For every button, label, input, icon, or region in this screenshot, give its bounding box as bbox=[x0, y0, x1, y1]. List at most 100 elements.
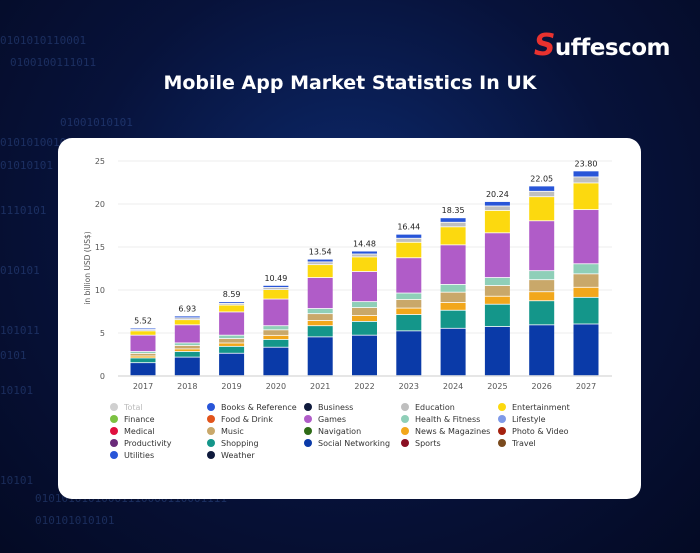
legend-label: Utilities bbox=[124, 450, 155, 460]
bar-segment-books-reference bbox=[529, 186, 555, 191]
bar-segment-music bbox=[484, 285, 510, 296]
x-tick-label: 2025 bbox=[487, 382, 507, 391]
legend-marker-icon bbox=[498, 439, 506, 447]
legend-item[interactable]: Medical bbox=[110, 425, 207, 437]
bar-segment-books-reference bbox=[396, 234, 422, 238]
bar-segment-music bbox=[130, 353, 156, 356]
bar-segment-entertainment bbox=[219, 305, 245, 312]
legend-label: Productivity bbox=[124, 438, 172, 448]
legend-item[interactable]: Productivity bbox=[110, 437, 207, 449]
bar-segment-books-reference bbox=[307, 259, 333, 262]
legend-item[interactable]: Health & Fitness bbox=[401, 413, 498, 425]
bar-segment-social-networking bbox=[352, 335, 377, 376]
x-tick-label: 2026 bbox=[532, 382, 552, 391]
legend-item[interactable]: Utilities bbox=[110, 449, 207, 461]
page-title: Mobile App Market Statistics In UK bbox=[163, 72, 537, 94]
total-data-label: 20.24 bbox=[486, 190, 509, 199]
legend-item[interactable]: Lifestyle bbox=[498, 413, 595, 425]
bar-segment-games bbox=[396, 258, 422, 293]
x-tick-label: 2019 bbox=[221, 382, 241, 391]
bar-segment-health-fitness bbox=[130, 351, 156, 354]
x-tick-label: 2021 bbox=[310, 382, 330, 391]
total-data-label: 10.49 bbox=[264, 274, 287, 283]
legend-marker-icon bbox=[498, 403, 506, 411]
bar-segment-books-reference bbox=[263, 285, 289, 288]
bar-segment-music bbox=[352, 307, 377, 316]
y-tick-label: 20 bbox=[95, 200, 105, 209]
legend-marker-icon bbox=[207, 439, 215, 447]
total-data-label: 6.93 bbox=[178, 304, 196, 313]
legend-item[interactable]: Games bbox=[304, 413, 401, 425]
y-tick-label: 5 bbox=[100, 329, 105, 338]
legend-item[interactable]: Food & Drink bbox=[207, 413, 304, 425]
legend-item[interactable]: Social Networking bbox=[304, 437, 401, 449]
bar-segment-education bbox=[174, 318, 200, 320]
legend-item[interactable]: Business bbox=[304, 401, 401, 413]
bar-segment-social-networking bbox=[130, 363, 156, 376]
legend-label: Finance bbox=[124, 414, 155, 424]
bar-segment-games bbox=[263, 299, 289, 326]
legend-label: Social Networking bbox=[318, 438, 391, 448]
legend-item[interactable]: Entertainment bbox=[498, 401, 595, 413]
bar-segment-games bbox=[219, 312, 245, 335]
legend-label: Education bbox=[415, 402, 455, 412]
bar-segment-music bbox=[440, 292, 466, 303]
legend-item[interactable]: Travel bbox=[498, 437, 595, 449]
legend-marker-icon bbox=[207, 403, 215, 411]
bar-segment-entertainment bbox=[174, 320, 200, 325]
x-tick-label: 2024 bbox=[443, 382, 463, 391]
bar-segment-shopping bbox=[529, 301, 555, 325]
bar-segment-games bbox=[352, 271, 377, 302]
bar-segment-games bbox=[440, 245, 466, 285]
legend-item[interactable]: News & Magazines bbox=[401, 425, 498, 437]
bar-segment-social-networking bbox=[440, 328, 466, 376]
bar-segment-social-networking bbox=[529, 325, 555, 376]
legend-label: Music bbox=[221, 426, 244, 436]
x-tick-label: 2022 bbox=[354, 382, 374, 391]
legend-item[interactable]: Weather bbox=[207, 449, 304, 461]
legend-item[interactable]: Shopping bbox=[207, 437, 304, 449]
legend-item[interactable]: Books & Reference bbox=[207, 401, 304, 413]
legend-marker-icon bbox=[207, 427, 215, 435]
legend-marker-icon bbox=[110, 427, 118, 435]
bar-segment-health-fitness bbox=[307, 308, 333, 314]
bar-segment-health-fitness bbox=[352, 302, 377, 308]
bar-segment-shopping bbox=[174, 351, 200, 357]
bar-segment-music bbox=[263, 330, 289, 335]
legend-label: Photo & Video bbox=[512, 426, 569, 436]
legend-marker-icon bbox=[498, 427, 506, 435]
legend-item[interactable]: Navigation bbox=[304, 425, 401, 437]
legend-item[interactable]: Education bbox=[401, 401, 498, 413]
binary-text: 0101 bbox=[0, 349, 27, 362]
bar-segment-books-reference bbox=[573, 171, 599, 177]
legend-label: Weather bbox=[221, 450, 255, 460]
bar-segment-health-fitness bbox=[263, 326, 289, 330]
legend-label: Health & Fitness bbox=[415, 414, 481, 424]
brand-logo: Suffescom bbox=[533, 28, 671, 63]
bar-segment-entertainment bbox=[529, 197, 555, 221]
bar-segment-social-networking bbox=[174, 357, 200, 376]
binary-text: 1110101 bbox=[0, 204, 47, 217]
binary-text: 010101010101 bbox=[35, 514, 115, 527]
bar-segment-entertainment bbox=[352, 257, 377, 272]
legend-label: Entertainment bbox=[512, 402, 570, 412]
legend-label: Travel bbox=[512, 438, 536, 448]
bar-segment-music bbox=[573, 274, 599, 287]
legend-item[interactable]: Total bbox=[110, 401, 207, 413]
bar-segment-games bbox=[174, 325, 200, 343]
legend-marker-icon bbox=[110, 451, 118, 459]
legend-item[interactable]: Finance bbox=[110, 413, 207, 425]
bar-segment-social-networking bbox=[219, 353, 245, 376]
y-tick-label: 0 bbox=[100, 372, 105, 381]
total-data-label: 5.52 bbox=[134, 317, 152, 326]
legend-item[interactable]: Photo & Video bbox=[498, 425, 595, 437]
legend-item[interactable]: Sports bbox=[401, 437, 498, 449]
total-data-label: 23.80 bbox=[575, 159, 598, 168]
bar-segment-education bbox=[396, 238, 422, 242]
bar-segment-entertainment bbox=[130, 331, 156, 335]
legend-item[interactable]: Music bbox=[207, 425, 304, 437]
bar-segment-shopping bbox=[307, 326, 333, 337]
binary-text: 010101 bbox=[0, 264, 40, 277]
total-data-label: 18.35 bbox=[442, 206, 465, 215]
